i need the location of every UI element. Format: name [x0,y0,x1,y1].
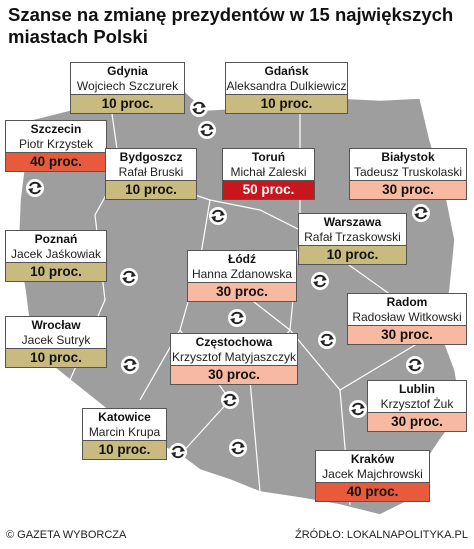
chance-label: 50 proc. [223,180,314,199]
change-icon [311,272,329,290]
city-name: Łódź [228,252,256,266]
person-name: Krzysztof Matyjaszczyk [171,350,297,364]
change-icon [229,439,247,457]
source: ŹRÓDŁO: LOKALNAPOLITYKA.PL [294,529,468,541]
city-box: Bydgoszcz Rafał Bruski 10 proc. [105,148,197,200]
city-box: Radom Radosław Witkowski 30 proc. [347,293,467,345]
chance-label: 40 proc. [6,152,106,171]
chance-label: 30 proc. [350,180,466,199]
city-name: Katowice [98,410,151,424]
city-box: Lublin Krzysztof Żuk 30 proc. [367,380,467,432]
person-name: Rafał Trzaskowski [304,230,401,244]
change-icon [406,356,424,374]
person-name: Jacek Jaśkowiak [10,247,102,261]
city-name: Gdynia [107,64,148,78]
city-box: Gdynia Wojciech Szczurek 10 proc. [70,62,185,114]
city-name: Toruń [251,150,286,164]
chance-label: 10 proc. [106,180,196,199]
change-icon [198,121,216,139]
chance-label: 30 proc. [188,282,296,301]
person-name: Hanna Zdanowska [191,267,293,281]
city-box: Częstochowa Krzysztof Matyjaszczyk 30 proc… [170,333,298,385]
change-icon [209,207,227,225]
city-name: Radom [386,295,428,309]
person-name: Piotr Krzystek [18,137,93,151]
city-box: Wrocław Jacek Sutryk 10 proc. [5,316,107,368]
city-name: Częstochowa [195,335,273,349]
chance-label: 40 proc. [316,482,429,501]
person-name: Aleksandra Dulkiewicz [226,79,347,93]
city-name: Wrocław [31,318,81,332]
city-box: Katowice Marcin Krupa 10 proc. [82,408,167,460]
city-name: Lublin [399,382,435,396]
change-icon [190,99,208,117]
person-name: Jacek Majchrowski [322,467,423,481]
change-icon [221,391,239,409]
city-name: Bydgoszcz [119,150,183,164]
city-name: Białystok [381,150,435,164]
person-name: Marcin Krupa [88,425,161,439]
chance-label: 30 proc. [348,325,466,344]
change-icon [318,331,336,349]
city-name: Szczecin [30,122,82,136]
city-box: Gdańsk Aleksandra Dulkiewicz 10 proc. [225,62,348,114]
change-icon [169,443,187,461]
title: Szanse na zmianę prezydentów w 15 najwię… [8,4,454,47]
city-box: Poznań Jacek Jaśkowiak 10 proc. [5,230,107,282]
chance-label: 10 proc. [71,94,184,113]
city-box: Toruń Michał Zaleski 50 proc. [222,148,315,200]
city-name: Kraków [350,452,395,466]
person-name: Tadeusz Truskolaski [353,165,463,179]
city-box: Szczecin Piotr Krzystek 40 proc. [5,120,107,172]
person-name: Krzysztof Żuk [380,397,454,411]
chance-label: 10 proc. [6,348,106,367]
city-box: Kraków Jacek Majchrowski 40 proc. [315,450,430,502]
city-box: Łódź Hanna Zdanowska 30 proc. [187,250,297,302]
change-icon [228,309,246,327]
chance-label: 10 proc. [83,440,166,459]
person-name: Michał Zaleski [230,165,307,179]
chance-label: 10 proc. [226,94,347,113]
city-name: Gdańsk [264,64,309,78]
change-icon [349,400,367,418]
person-name: Radosław Witkowski [352,310,462,324]
chance-label: 10 proc. [6,262,106,281]
person-name: Wojciech Szczurek [76,79,179,93]
chance-label: 30 proc. [368,412,466,431]
city-box: Warszawa Rafał Trzaskowski 10 proc. [298,213,407,265]
city-name: Warszawa [323,215,382,229]
city-name: Poznań [34,232,78,246]
change-icon [412,204,430,222]
change-icon [120,268,138,286]
city-box: Białystok Tadeusz Truskolaski 30 proc. [349,148,467,200]
change-icon [121,356,139,374]
credit: © GAZETA WYBORCZA [6,529,127,541]
person-name: Rafał Bruski [118,165,184,179]
chance-label: 30 proc. [171,365,297,384]
change-icon [26,179,44,197]
person-name: Jacek Sutryk [21,333,91,347]
chance-label: 10 proc. [299,245,406,264]
